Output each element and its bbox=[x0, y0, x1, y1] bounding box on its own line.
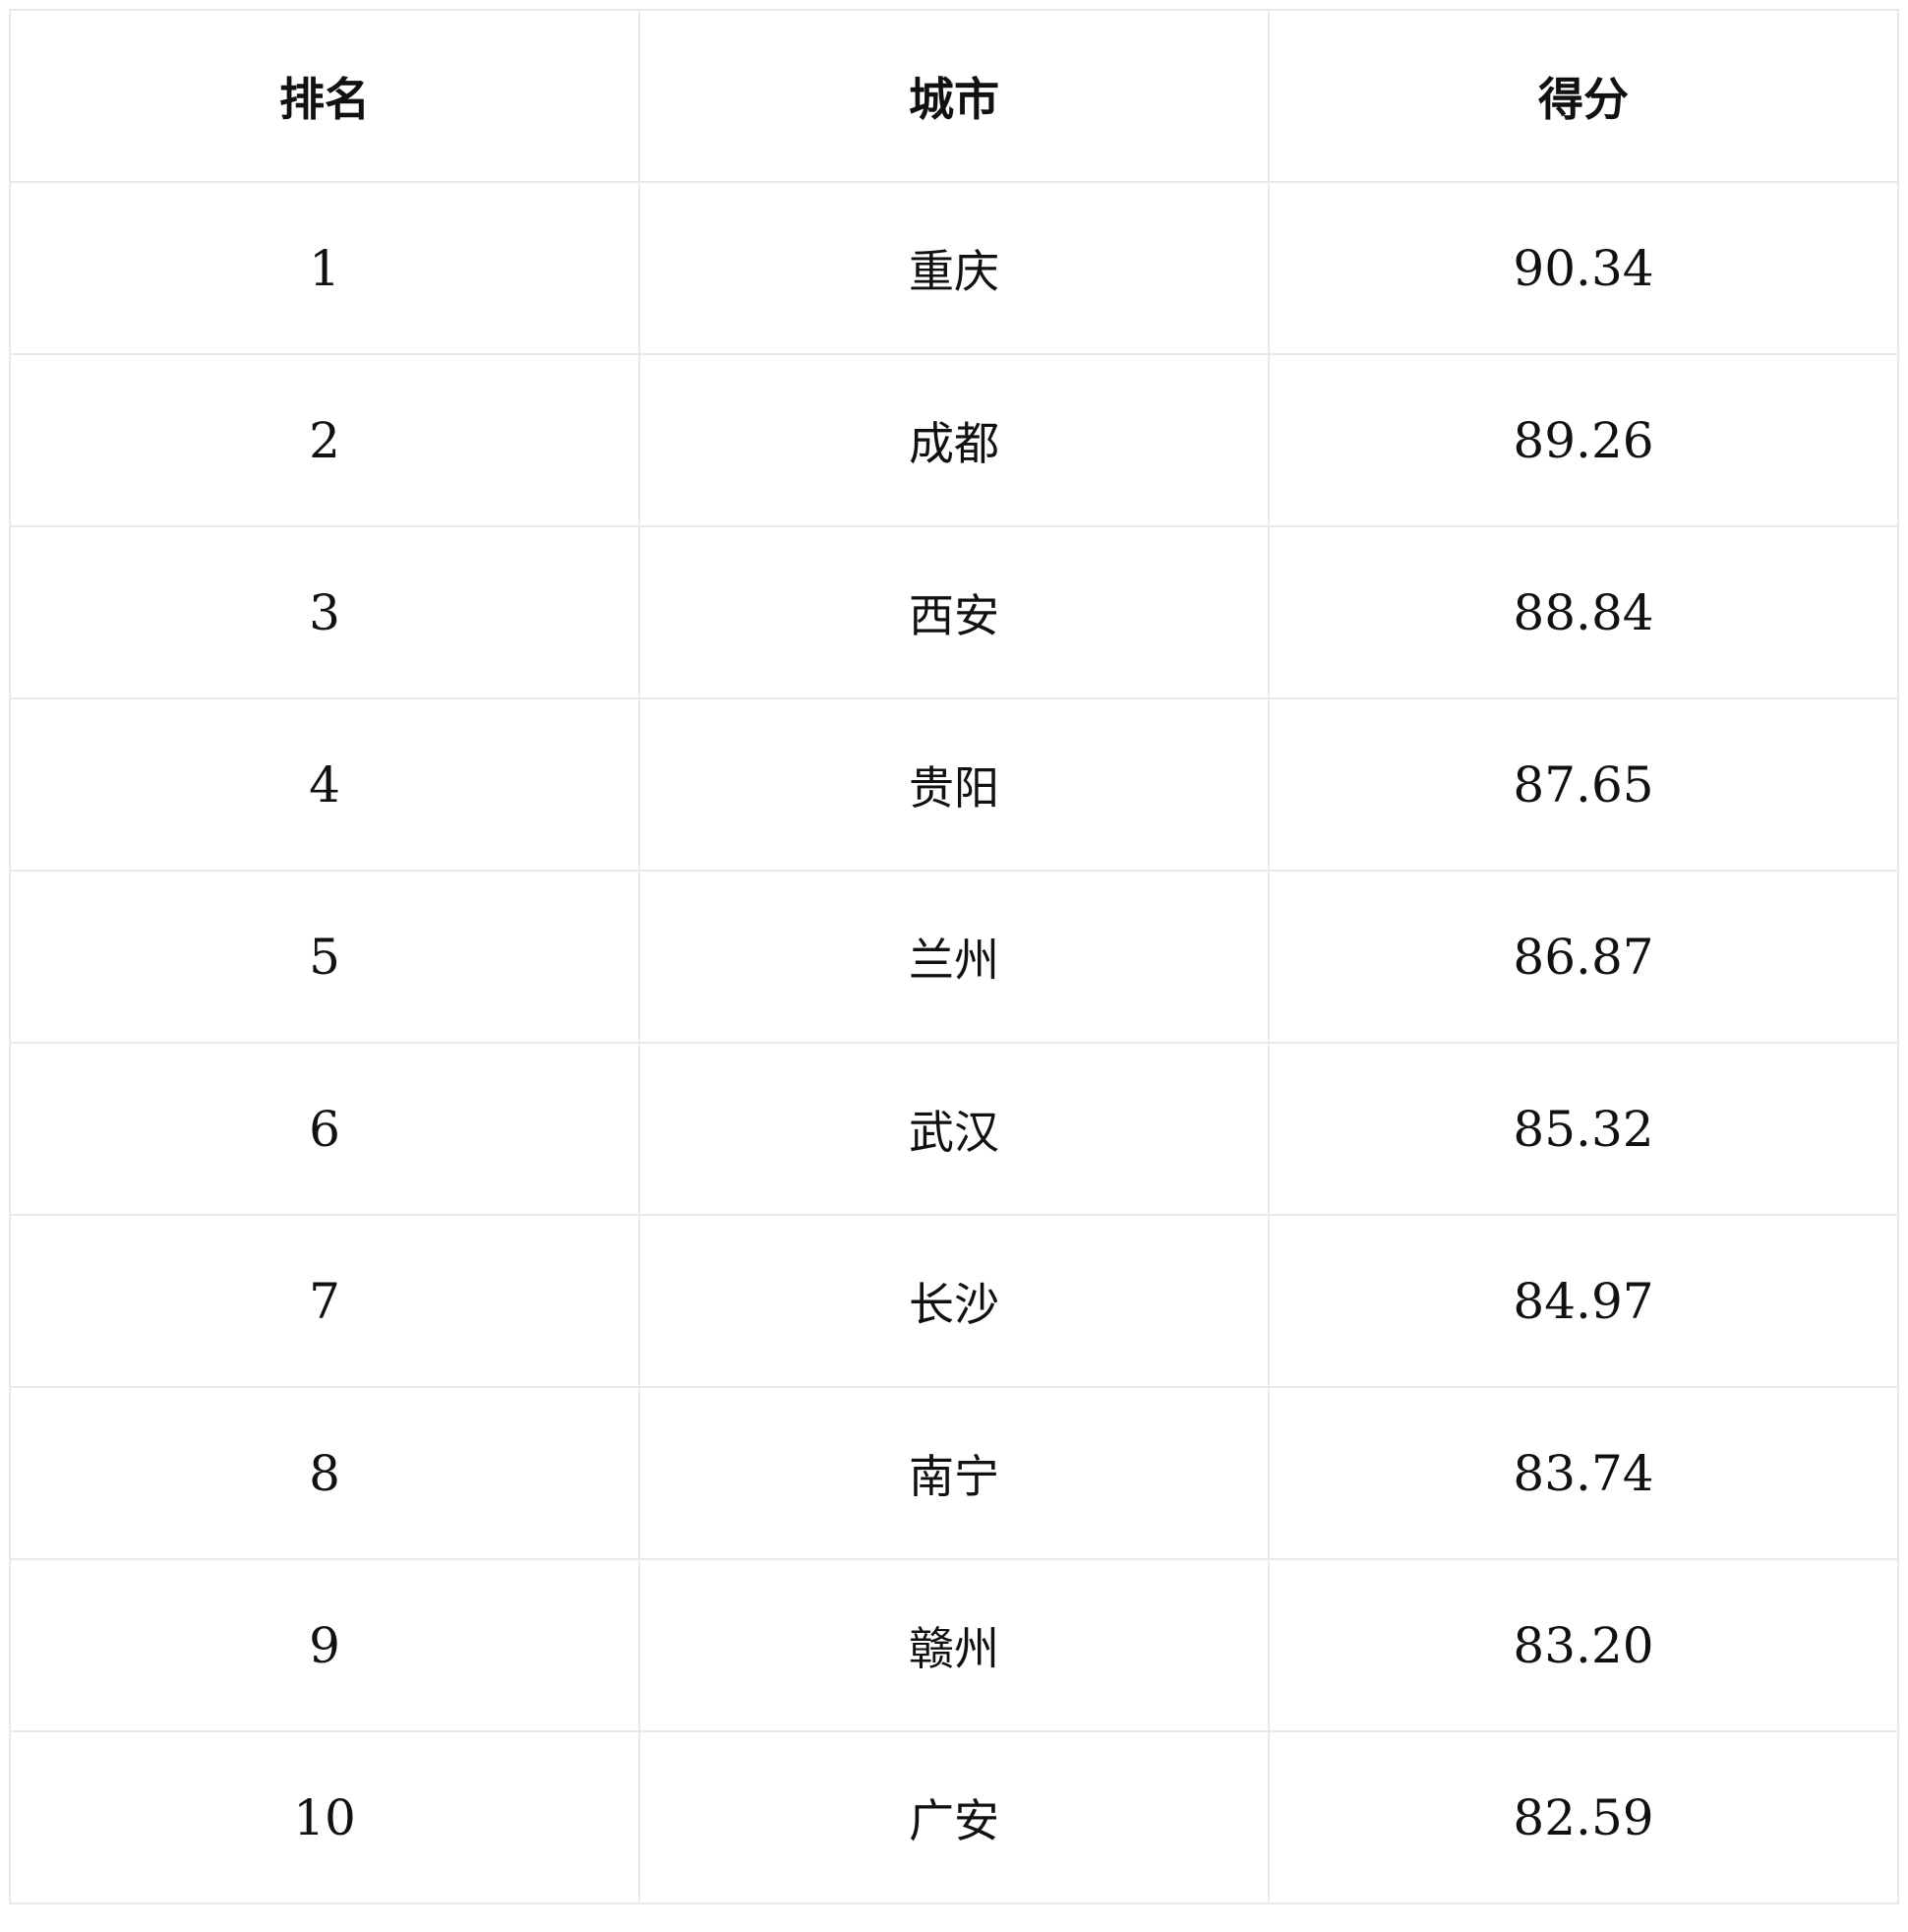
city-cell: 兰州 bbox=[638, 870, 1270, 1044]
score-cell: 86.87 bbox=[1268, 870, 1899, 1044]
rank-cell: 9 bbox=[9, 1558, 640, 1732]
table-row: 10 广安 82.59 bbox=[9, 1730, 1899, 1904]
score-cell: 87.65 bbox=[1268, 697, 1899, 872]
score-cell: 83.20 bbox=[1268, 1558, 1899, 1732]
table-row: 4 贵阳 87.65 bbox=[9, 697, 1899, 872]
table-row: 1 重庆 90.34 bbox=[9, 181, 1899, 355]
score-cell: 90.34 bbox=[1268, 181, 1899, 355]
rank-cell: 5 bbox=[9, 870, 640, 1044]
table-row: 5 兰州 86.87 bbox=[9, 870, 1899, 1044]
city-cell: 成都 bbox=[638, 353, 1270, 527]
rank-cell: 4 bbox=[9, 697, 640, 872]
rank-cell: 10 bbox=[9, 1730, 640, 1904]
rank-cell: 8 bbox=[9, 1386, 640, 1560]
score-cell: 83.74 bbox=[1268, 1386, 1899, 1560]
rank-cell: 3 bbox=[9, 525, 640, 699]
city-cell: 广安 bbox=[638, 1730, 1270, 1904]
rank-cell: 2 bbox=[9, 353, 640, 527]
city-cell: 武汉 bbox=[638, 1042, 1270, 1216]
score-cell: 84.97 bbox=[1268, 1214, 1899, 1388]
rank-cell: 1 bbox=[9, 181, 640, 355]
score-cell: 88.84 bbox=[1268, 525, 1899, 699]
score-cell: 89.26 bbox=[1268, 353, 1899, 527]
rank-cell: 6 bbox=[9, 1042, 640, 1216]
city-cell: 南宁 bbox=[638, 1386, 1270, 1560]
score-cell: 85.32 bbox=[1268, 1042, 1899, 1216]
score-cell: 82.59 bbox=[1268, 1730, 1899, 1904]
header-score: 得分 bbox=[1268, 9, 1899, 183]
header-row: 排名 城市 得分 bbox=[9, 9, 1899, 183]
table-row: 9 赣州 83.20 bbox=[9, 1558, 1899, 1732]
table-row: 3 西安 88.84 bbox=[9, 525, 1899, 699]
city-cell: 赣州 bbox=[638, 1558, 1270, 1732]
city-cell: 重庆 bbox=[638, 181, 1270, 355]
table-row: 2 成都 89.26 bbox=[9, 353, 1899, 527]
ranking-table: 排名 城市 得分 1 重庆 90.34 2 成都 89.26 3 西安 88.84 4 贵阳 87.6… bbox=[9, 9, 1899, 1904]
table-row: 7 长沙 84.97 bbox=[9, 1214, 1899, 1388]
table-row: 6 武汉 85.32 bbox=[9, 1042, 1899, 1216]
header-city: 城市 bbox=[638, 9, 1270, 183]
header-rank: 排名 bbox=[9, 9, 640, 183]
city-cell: 长沙 bbox=[638, 1214, 1270, 1388]
city-cell: 贵阳 bbox=[638, 697, 1270, 872]
table-row: 8 南宁 83.74 bbox=[9, 1386, 1899, 1560]
city-cell: 西安 bbox=[638, 525, 1270, 699]
rank-cell: 7 bbox=[9, 1214, 640, 1388]
